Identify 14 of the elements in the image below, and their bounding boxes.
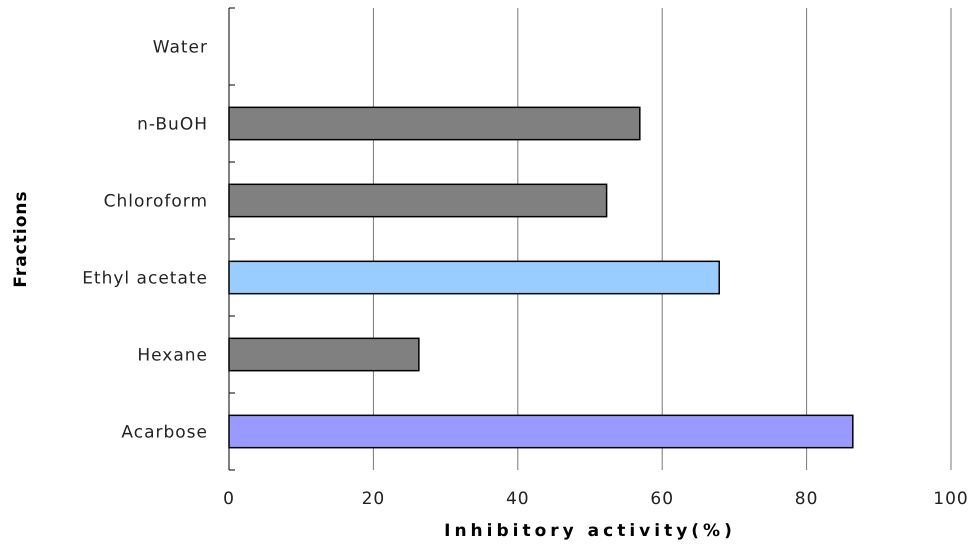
y-tick-label: Acarbose bbox=[121, 422, 208, 442]
x-tick-label: 100 bbox=[933, 489, 969, 509]
x-tick-label: 20 bbox=[362, 489, 386, 509]
y-axis-title: Fractions bbox=[11, 190, 31, 288]
x-axis-title: Inhibitory activity(%) bbox=[444, 521, 736, 541]
x-tick-label: 0 bbox=[223, 489, 235, 509]
y-tick-label: Ethyl acetate bbox=[82, 268, 208, 288]
x-tick-label: 40 bbox=[506, 489, 530, 509]
y-tick-label: Water bbox=[152, 37, 208, 58]
x-tick-label: 60 bbox=[650, 489, 674, 509]
y-tick-label: n-BuOH bbox=[137, 114, 208, 134]
x-tick-label: 80 bbox=[794, 489, 818, 509]
y-tick-label: Chloroform bbox=[104, 191, 208, 212]
y-tick-label: Hexane bbox=[137, 345, 208, 366]
